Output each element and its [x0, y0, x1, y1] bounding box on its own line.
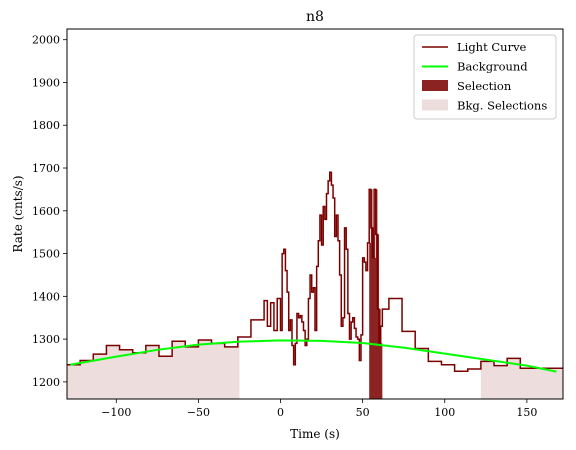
y-tick-label: 1900 — [32, 76, 60, 89]
legend-swatch-patch — [422, 80, 448, 91]
legend-swatch-patch — [422, 99, 448, 111]
y-tick-label: 1500 — [32, 248, 60, 261]
x-tick-label: 0 — [277, 406, 284, 419]
x-tick-label: −100 — [101, 406, 131, 419]
y-tick-label: 1200 — [32, 376, 60, 389]
y-axis-label: Rate (cnts/s) — [11, 175, 25, 252]
x-tick-label: 50 — [356, 406, 370, 419]
plot-frame — [66, 28, 564, 400]
axis-ticks: −100 −50 0 50 100 150 1200 1300 1400 1500 1600 1700… — [32, 34, 537, 419]
legend: Light Curve Background Selection Bkg. Selec… — [413, 34, 557, 120]
x-tick-label: −50 — [187, 406, 210, 419]
legend-box — [413, 34, 557, 120]
y-tick-label: 1700 — [32, 162, 60, 175]
y-tick-label: 1400 — [32, 290, 60, 303]
background-curve-line — [70, 339, 557, 373]
bkg-selection-region-0 — [67, 336, 240, 399]
x-axis-label: Time (s) — [290, 427, 340, 441]
y-tick-label: 2000 — [32, 34, 60, 47]
legend-label: Selection — [457, 79, 512, 93]
y-tick-label: 1300 — [32, 333, 60, 346]
x-tick-label: 150 — [516, 406, 537, 419]
y-tick-label: 1600 — [32, 205, 60, 218]
y-tick-label: 1800 — [32, 119, 60, 132]
light-curve-line — [67, 171, 563, 372]
legend-label: Background — [457, 60, 528, 74]
plot-area — [67, 171, 563, 399]
legend-label: Bkg. Selections — [457, 99, 547, 113]
legend-label: Light Curve — [457, 40, 527, 54]
x-tick-label: 100 — [434, 406, 455, 419]
chart-title: n8 — [306, 9, 324, 25]
